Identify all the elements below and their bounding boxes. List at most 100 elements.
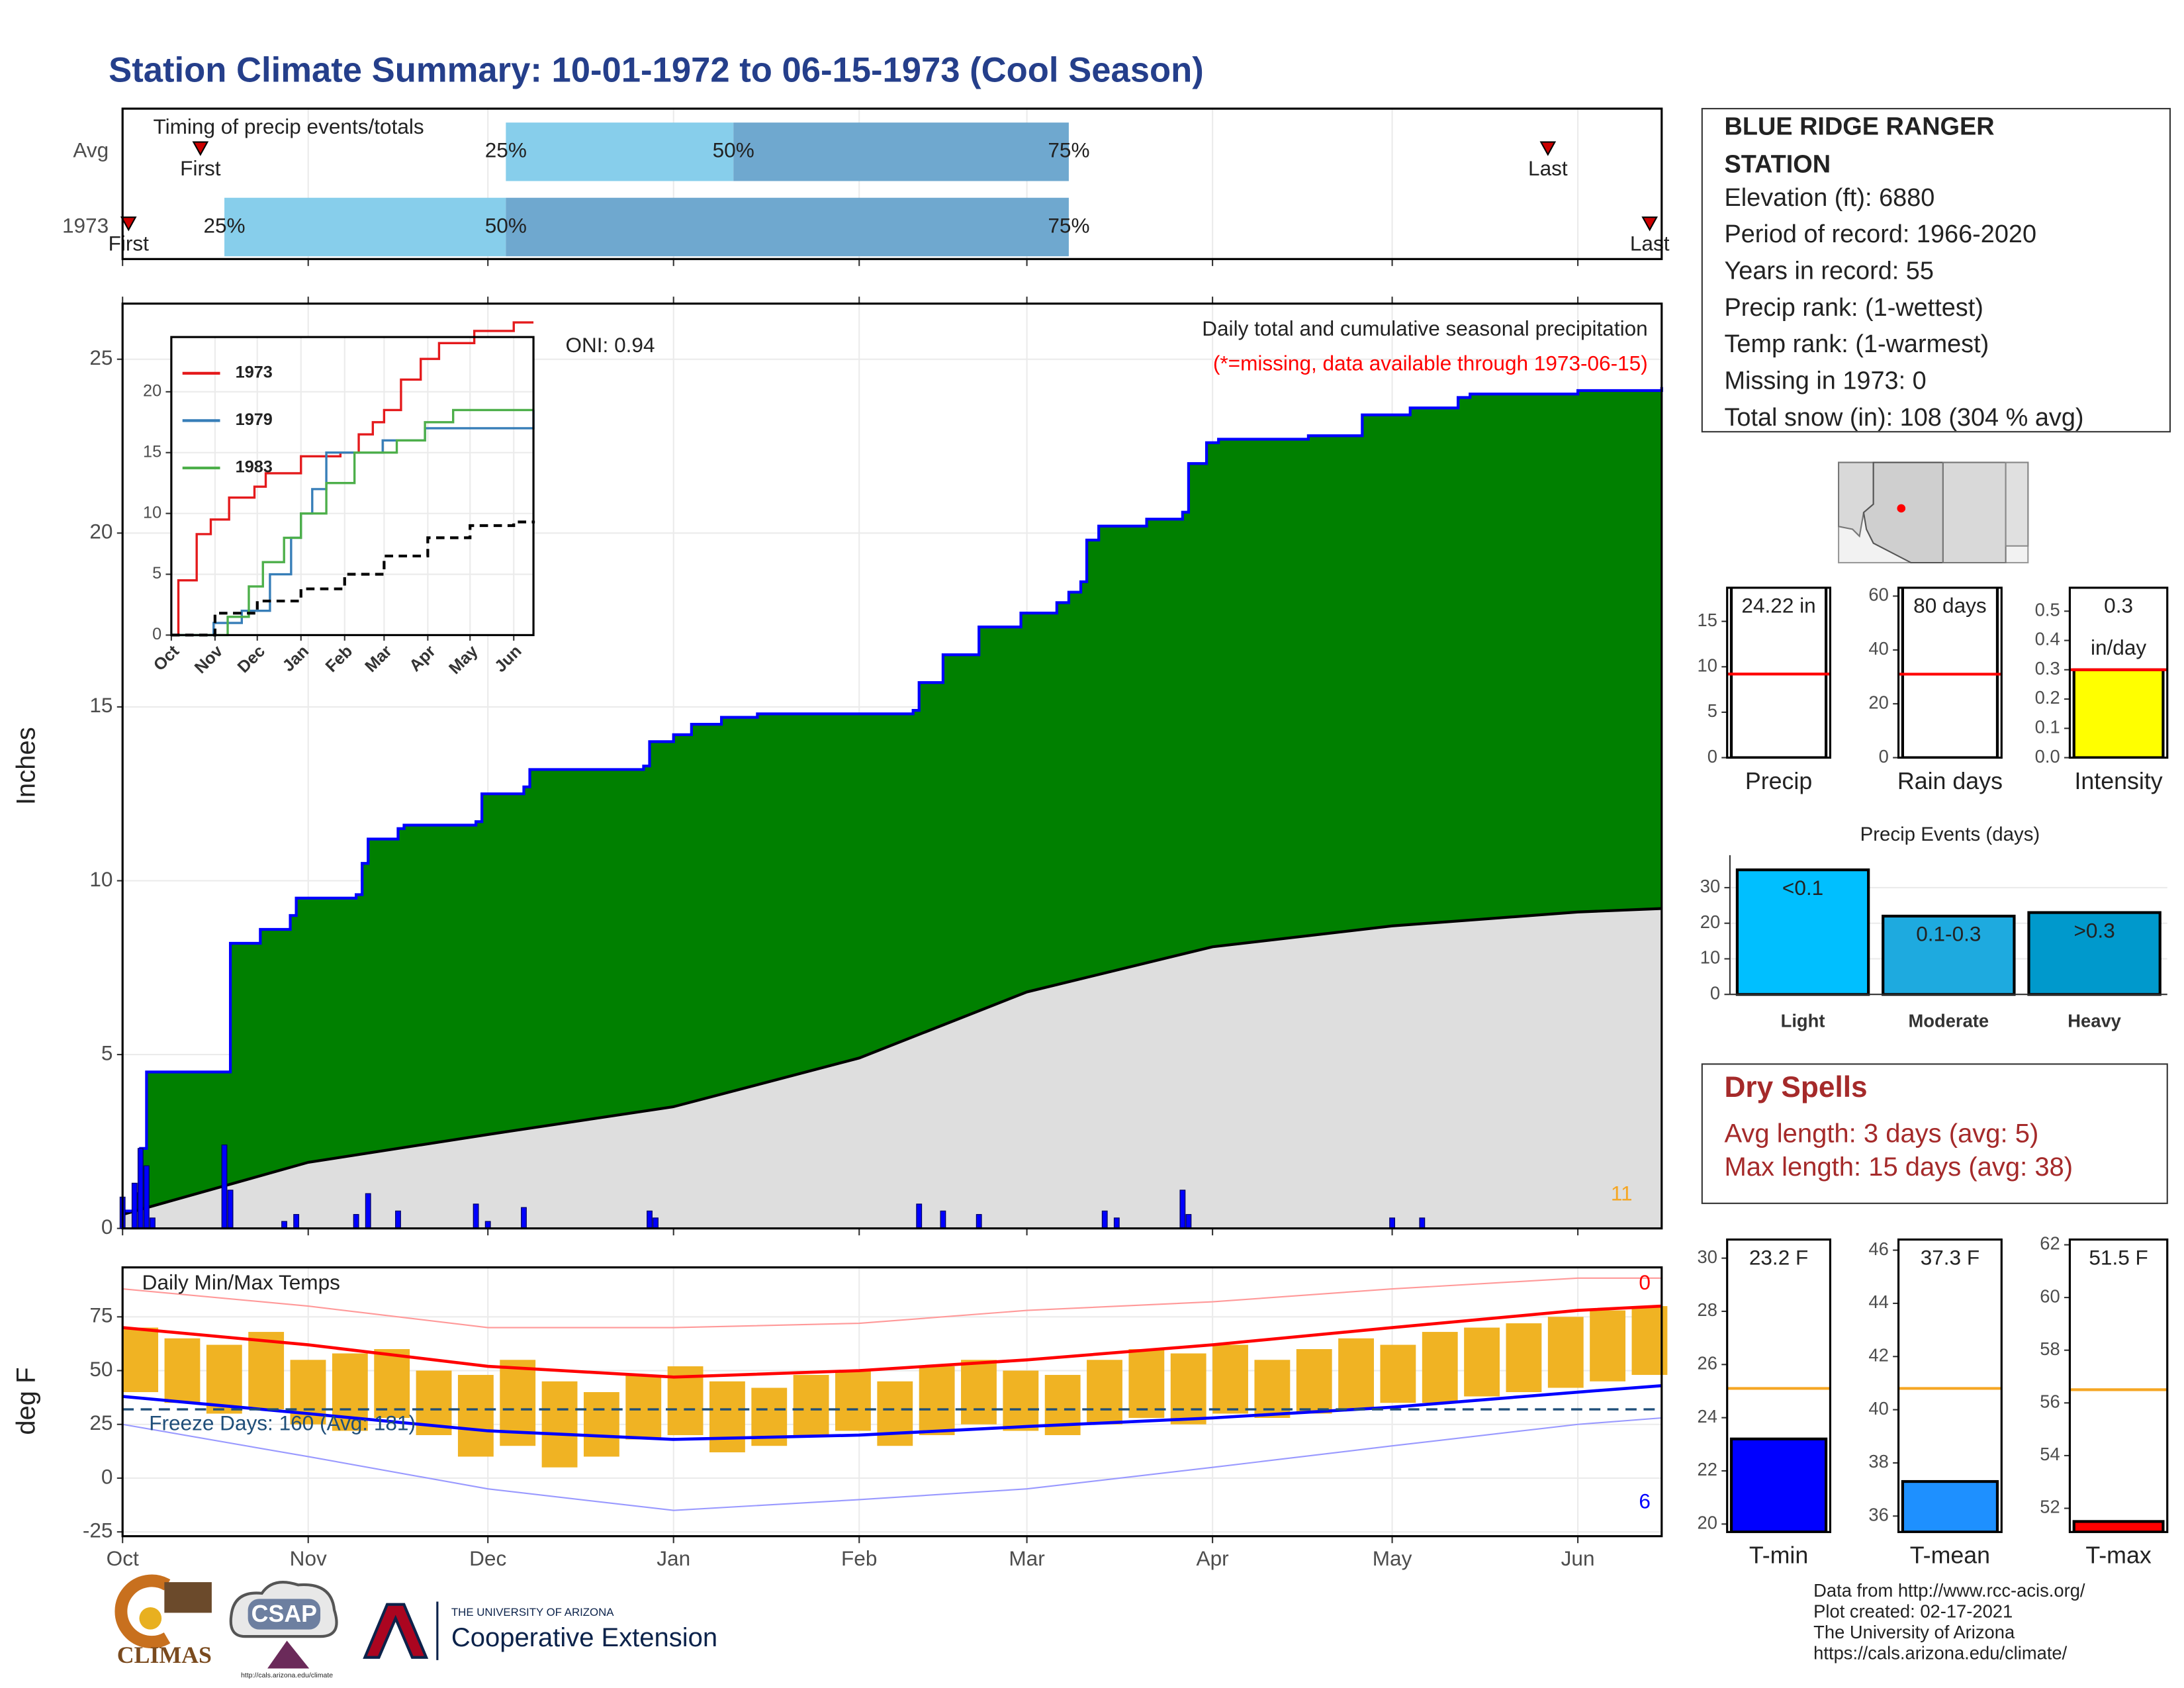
y-tick-label: 60 [2040,1286,2060,1306]
y-tick-label: 56 [2040,1391,2060,1412]
temp-range-bar [1380,1344,1416,1403]
event-label: Last [1528,156,1568,180]
dry-spells-title: Dry Spells [1724,1071,1867,1103]
y-tick-label: 24 [1698,1406,1717,1427]
gauge-bar [1901,587,1999,758]
row-label: Avg [73,138,109,162]
gauge-value-label: 23.2 F [1749,1245,1808,1269]
gauge-bar [1729,587,1828,758]
daily-precip-bar [1179,1190,1186,1229]
y-tick-label: 26 [1698,1353,1717,1374]
timing-marker [120,216,137,232]
y-tick-label: 0 [1710,982,1720,1003]
daily-precip-bar [227,1190,234,1229]
temp-range-bar [919,1366,955,1435]
y-tick-label: 52 [2040,1497,2060,1517]
temp-line [122,1383,1662,1441]
daily-precip-bar [1389,1217,1395,1229]
temp-range-bar [961,1360,997,1425]
x-tick-label: Feb [841,1546,877,1570]
legend-label: 1983 [236,458,273,477]
event-bar [1882,914,2016,996]
y-tick-label: 0.2 [2035,687,2060,708]
y-tick-label: 20 [143,382,161,400]
event-label: 50% [713,138,754,162]
event-bar [2027,911,2161,996]
temp-range-bar [1003,1370,1039,1431]
temp-range-bar [1296,1349,1332,1414]
x-tick-label: Light [1781,1011,1825,1031]
timing-marker [1539,141,1557,156]
page-title: Station Climate Summary: 10-01-1972 to 0… [109,50,1204,89]
daily-precip-bar [1185,1214,1192,1229]
timing-marker [192,141,209,156]
y-tick-label: 0.3 [2035,658,2060,679]
station-line: Elevation (ft): 6880 [1724,184,1934,212]
y-tick-label: 62 [2040,1233,2060,1254]
daily-precip-bar [221,1145,228,1229]
temp-range-bar [583,1392,619,1457]
event-label: Last [1630,232,1670,256]
panel-frame [170,336,535,636]
panel-title: Daily total and cumulative seasonal prec… [1202,316,1647,340]
row-label: 1973 [62,213,109,237]
temp-range-bar [248,1332,285,1410]
x-tick-label: Mar [1009,1546,1044,1570]
daily-precip-bar [521,1207,527,1229]
location-map [1838,461,2029,564]
logo-ua: THE UNIVERSITY OF ARIZONA Cooperative Ex… [363,1601,717,1660]
y-tick-label: 0.4 [2035,629,2060,649]
gauge-label: Rain days [1897,768,2003,794]
gauge-value-label: 37.3 F [1921,1245,1979,1269]
panel-background [171,337,534,635]
panel-frame [1897,1238,2003,1533]
season-line [171,408,534,637]
y-axis-label: deg F [12,1367,41,1434]
gauge-unit-label: in/day [2091,635,2146,659]
event-label: 50% [485,213,527,237]
y-tick-label: 15 [89,693,113,717]
temp-line [122,1277,1662,1329]
timing-marker [1641,216,1658,232]
daily-precip-bar [137,1148,144,1229]
daily-precip-bar [395,1210,401,1229]
daily-precip-bar [940,1210,946,1229]
temp-range-bar [1590,1310,1626,1382]
temp-range-bar [122,1327,159,1393]
panel-frame [121,1266,1663,1538]
temp-range-bar [457,1375,494,1457]
gauge-label: T-mean [1910,1542,1990,1569]
gauge-label: T-max [2085,1542,2151,1569]
y-tick-label: 20 [1700,912,1720,932]
y-tick-label: 0 [152,625,161,643]
y-axis-label: Inches [12,727,41,805]
daily-precip-bar [150,1217,156,1229]
y-tick-label: 58 [2040,1338,2060,1359]
temp-range-bar [877,1381,913,1446]
y-tick-label: 22 [1698,1459,1717,1479]
temp-range-bar [164,1338,201,1403]
y-tick-label: 42 [1868,1344,1888,1365]
x-tick-label: Moderate [1909,1011,1989,1031]
daily-precip-bar [1101,1210,1108,1229]
logo-text: THE UNIVERSITY OF ARIZONA [451,1606,614,1618]
panel-frame [1897,586,2003,759]
y-tick-label: 0 [1879,746,1889,767]
y-tick-label: 10 [143,503,161,522]
logo-text: Cooperative Extension [451,1623,717,1652]
panel-title: Precip Events (days) [1860,823,2040,845]
y-tick-label: 5 [152,564,161,583]
temp-range-bar [835,1370,871,1431]
timing-band [506,122,734,181]
temp-range-bar [1087,1360,1122,1425]
panel-title: Daily Min/Max Temps [142,1270,340,1294]
gauge-label: Precip [1745,768,1812,794]
legend-label: 1979 [236,410,273,429]
station-line: Missing in 1973: 0 [1724,367,1926,395]
panel-frame [1726,586,1832,759]
bin-label: >0.3 [2073,918,2115,942]
event-label: First [109,232,150,256]
gauge-bar [1729,1437,1828,1532]
season-line [171,520,535,637]
gauge-value-label: 80 days [1913,594,1987,618]
